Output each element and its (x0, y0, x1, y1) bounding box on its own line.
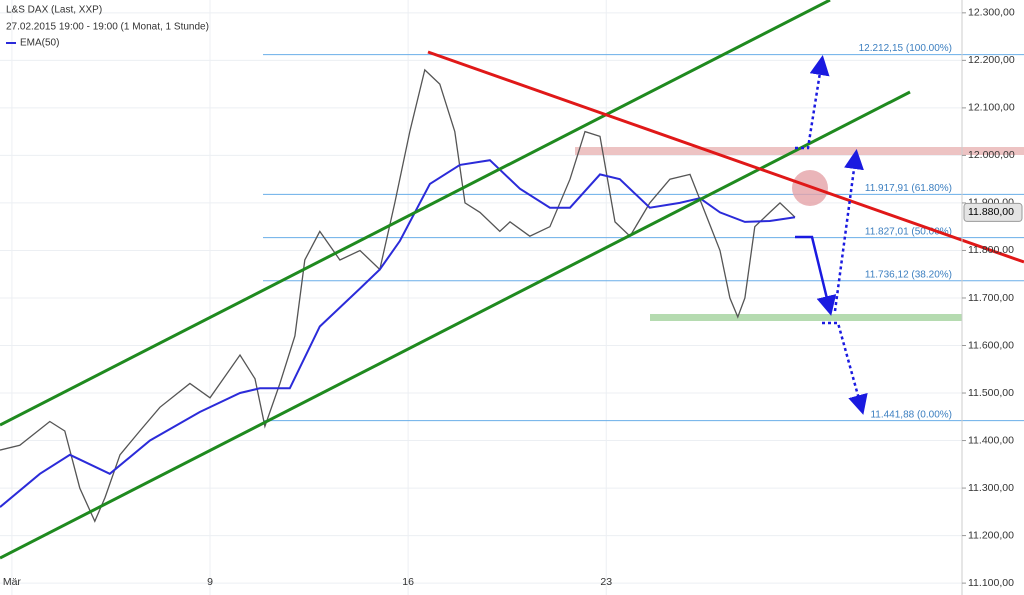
fib-label: 12.212,15 (100.00%) (859, 43, 952, 54)
arrow (833, 149, 864, 312)
fib-label: 11.917,91 (61.80%) (865, 183, 952, 194)
header-period: 27.02.2015 19:00 - 19:00 (1 Monat, 1 Stu… (6, 22, 209, 33)
y-axis: 11.100,00 11.200,00 11.300,00 11.400,00 11.5… (962, 7, 1023, 589)
price-tag (963, 202, 1023, 222)
y-tick-label: 11.700,00 (968, 292, 1014, 304)
series-line (0, 159, 796, 508)
series-line (0, 68, 796, 523)
x-tick-label: 23 (600, 576, 612, 588)
fib-label: 11.827,01 (50.00%) (865, 226, 952, 237)
y-tick-label: 11.200,00 (968, 529, 1014, 541)
legend: L&S DAX (Last, XXP) 27.02.2015 19:00 - 1… (6, 5, 209, 49)
trend-line (427, 50, 1024, 264)
y-tick-label: 11.500,00 (968, 387, 1014, 399)
fibonacci: 12.212,15 (100.00%) 11.917,91 (61.80%) 11.… (263, 43, 1024, 422)
x-tick-label: 16 (402, 576, 414, 588)
y-tick-label: 11.600,00 (968, 339, 1014, 351)
series (0, 68, 796, 523)
price-tag-label: 11.880,00 (968, 206, 1014, 218)
y-tick-label: 11.800,00 (968, 244, 1014, 256)
y-tick-label: 12.300,00 (968, 7, 1015, 19)
legend-label: EMA(50) (20, 38, 59, 49)
scenario-arrows (795, 55, 868, 415)
x-tick-label: 9 (207, 576, 213, 588)
trend-channel (0, 0, 831, 427)
y-tick-label: 12.000,00 (968, 149, 1015, 161)
arrow (795, 235, 837, 316)
y-tick-label: 11.100,00 (968, 577, 1014, 589)
y-tick-label: 12.200,00 (968, 54, 1015, 66)
header-title: L&S DAX (Last, XXP) (6, 5, 102, 16)
y-tick-label: 11.400,00 (968, 434, 1014, 446)
x-tick-label: Mär (3, 576, 22, 588)
arrow (822, 321, 868, 415)
support-zone (650, 314, 962, 321)
arrow (795, 55, 830, 150)
y-tick-label: 11.300,00 (968, 482, 1014, 494)
resistance-zone (575, 147, 1024, 155)
y-tick-label: 12.100,00 (968, 102, 1015, 114)
fib-label: 11.736,12 (38.20%) (865, 269, 952, 280)
fib-label: 11.441,88 (0.00%) (870, 409, 952, 420)
